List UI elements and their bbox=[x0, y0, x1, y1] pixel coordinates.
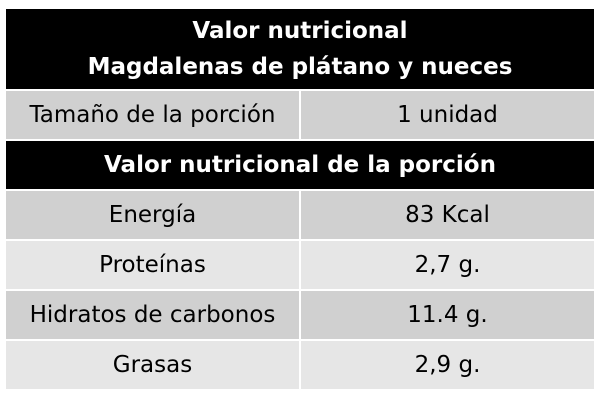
title-line-2: Magdalenas de plátano y nueces bbox=[87, 54, 513, 80]
row-label-fat: Grasas bbox=[4, 339, 301, 391]
row-label-carbs: Hidratos de carbonos bbox=[4, 289, 301, 341]
table-row: Energía 83 Kcal bbox=[4, 189, 596, 241]
row-value-protein: 2,7 g. bbox=[299, 239, 596, 291]
section-title: Valor nutricional de la porción bbox=[4, 139, 596, 191]
nutrition-table: Valor nutricional Magdalenas de plátano … bbox=[4, 7, 596, 391]
row-value-energy: 83 Kcal bbox=[299, 189, 596, 241]
title-line-1: Valor nutricional bbox=[192, 18, 408, 44]
row-value-carbs: 11.4 g. bbox=[299, 289, 596, 341]
row-label-energy: Energía bbox=[4, 189, 301, 241]
section-header-row: Valor nutricional de la porción bbox=[4, 139, 596, 191]
table-row: Grasas 2,9 g. bbox=[4, 339, 596, 391]
serving-value: 1 unidad bbox=[299, 89, 596, 141]
serving-label: Tamaño de la porción bbox=[4, 89, 301, 141]
row-value-fat: 2,9 g. bbox=[299, 339, 596, 391]
row-label-protein: Proteínas bbox=[4, 239, 301, 291]
table-row: Proteínas 2,7 g. bbox=[4, 239, 596, 291]
nutrition-card: Valor nutricional Magdalenas de plátano … bbox=[4, 7, 596, 391]
table-title-row: Valor nutricional Magdalenas de plátano … bbox=[4, 7, 596, 91]
table-row: Hidratos de carbonos 11.4 g. bbox=[4, 289, 596, 341]
table-title: Valor nutricional Magdalenas de plátano … bbox=[4, 7, 596, 91]
serving-row: Tamaño de la porción 1 unidad bbox=[4, 89, 596, 141]
